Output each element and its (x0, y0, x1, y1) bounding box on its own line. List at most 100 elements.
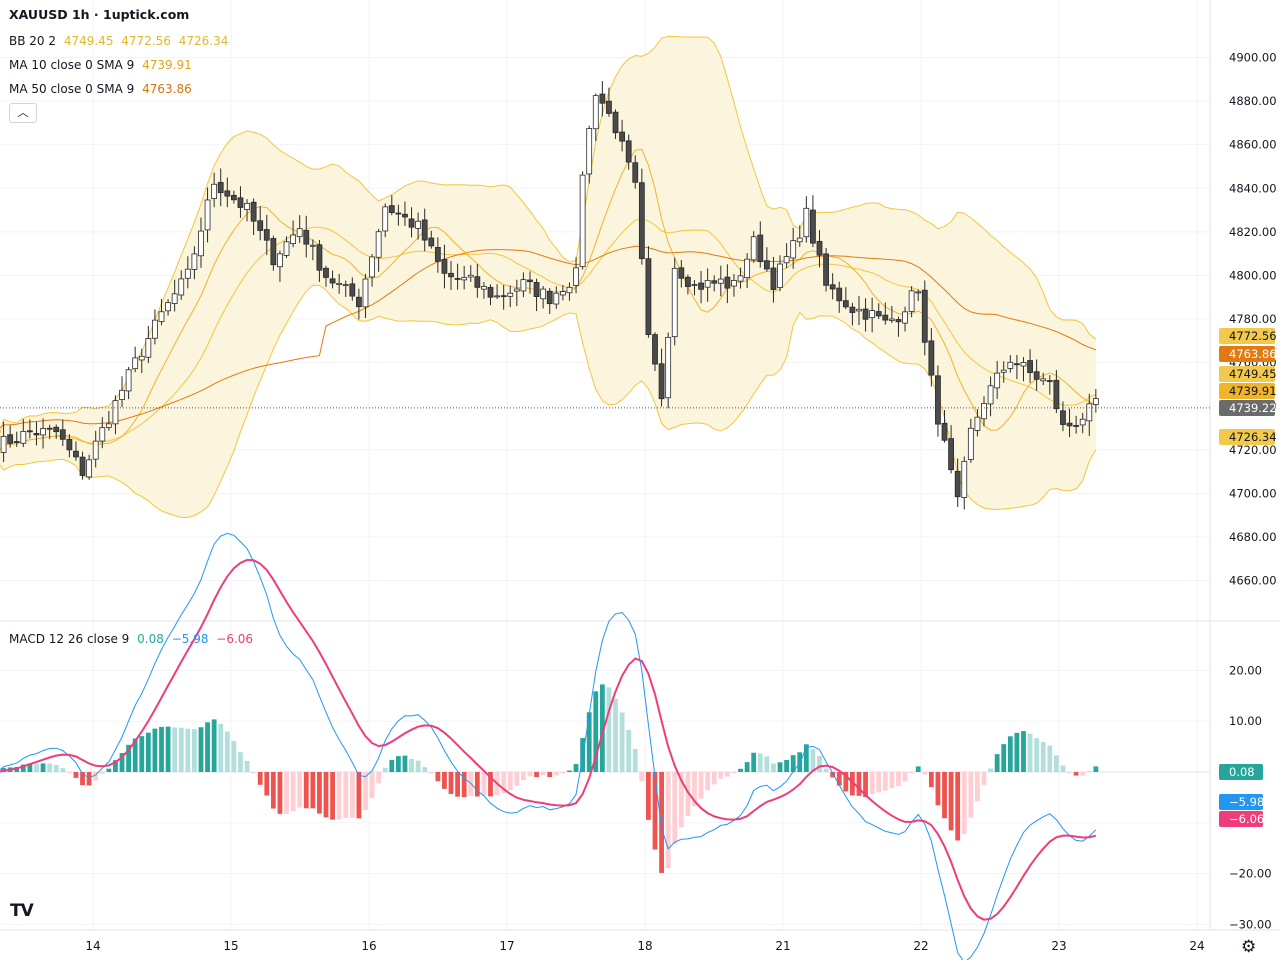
candle-body-5 (26, 430, 33, 433)
candle-body-116 (757, 234, 764, 263)
ma50-legend[interactable]: MA 50 close 0 SMA 9 4763.86 (9, 81, 192, 97)
candle-body-142 (928, 340, 935, 376)
macd-hist-bar-56 (363, 772, 368, 811)
candle-body-102 (665, 336, 672, 399)
candle-body-147 (961, 460, 968, 498)
candle-body-131 (856, 308, 862, 312)
candle-body-91 (592, 95, 599, 130)
candle-body-24 (152, 319, 158, 339)
candle-body-129 (842, 300, 849, 308)
macd-hist-bar-92 (599, 684, 605, 772)
macd-pane (0, 532, 1210, 960)
time-tick-label-15: 15 (223, 939, 238, 953)
bb-legend-label: BB 20 2 (9, 34, 56, 48)
candle-body-12 (73, 450, 79, 458)
candle-body-54 (349, 283, 356, 297)
candle-body-56 (362, 278, 369, 308)
macd-axis[interactable]: 20.00 10.00 −20.00 −30.00 0.08 −5.98 −6.06 (1219, 663, 1272, 931)
candle-body-137 (895, 319, 902, 323)
macd-hist-bar-70 (455, 772, 460, 797)
candle-body-124 (810, 209, 816, 244)
candle-body-156 (1020, 362, 1027, 367)
macd-hist-bar-153 (1001, 744, 1007, 772)
macd-hist-bar-12 (73, 772, 79, 778)
macd-hist-bar-117 (764, 756, 770, 772)
macd-hist-bar-15 (93, 772, 99, 781)
time-tick-label-23: 23 (1051, 939, 1066, 953)
candle-body-50 (323, 267, 329, 278)
macd-hist-bar-158 (1034, 738, 1040, 772)
candle-body-20 (125, 369, 132, 392)
candle-body-32 (204, 199, 211, 231)
macd-hist-bar-98 (639, 772, 645, 782)
macd-hist-bar-111 (724, 772, 730, 777)
macd-hist-bar-155 (1014, 732, 1020, 772)
macd-hist-bar-126 (823, 768, 829, 772)
macd-hist-bar-133 (869, 772, 875, 795)
candle-body-44 (283, 241, 290, 256)
candle-body-110 (717, 278, 724, 284)
time-axis[interactable]: 14 15 16 17 18 21 22 23 24 (85, 939, 1204, 953)
macd-tick-label-0: 20.00 (1229, 663, 1262, 677)
macd-hist-bar-103 (672, 772, 678, 844)
macd-hist-bar-23 (145, 732, 151, 772)
macd-hist-bar-73 (474, 772, 480, 797)
macd-hist-bar-118 (771, 763, 776, 772)
candle-body-163 (1066, 422, 1073, 427)
macd-hist-bar-74 (481, 772, 487, 796)
macd-hist-bar-83 (540, 772, 546, 776)
macd-hist-bar-68 (442, 772, 447, 789)
gear-icon[interactable]: ⚙ (1241, 937, 1257, 957)
macd-hist-bar-29 (185, 728, 191, 772)
macd-hist-bar-79 (514, 772, 520, 786)
macd-hist-bar-104 (678, 772, 684, 828)
candle-body-92 (599, 93, 606, 104)
macd-hist-bar-81 (527, 772, 533, 777)
candle-body-34 (217, 182, 224, 194)
candle-body-6 (33, 433, 40, 436)
collapse-legend-button[interactable]: ︿ (9, 103, 37, 123)
candle-body-36 (230, 194, 237, 201)
candle-body-1 (0, 435, 7, 453)
macd-hist-bar-96 (626, 730, 632, 772)
macd-hist-bar-84 (547, 772, 553, 778)
macd-hist-bar-64 (415, 760, 421, 772)
macd-legend-label: MACD 12 26 close 9 (9, 632, 130, 646)
candle-body-149 (974, 416, 981, 431)
macd-hist-bar-19 (119, 753, 125, 772)
macd-legend[interactable]: MACD 12 26 close 9 0.08 −5.98 −6.06 (9, 631, 253, 647)
candle-body-35 (224, 190, 231, 197)
price-tag-bb_basis: 4749.45 (1229, 367, 1277, 381)
candle-body-52 (336, 282, 343, 286)
candle-body-99 (645, 258, 652, 335)
macd-hist-bar-27 (172, 727, 178, 772)
macd-hist-bar-157 (1027, 733, 1033, 772)
macd-hist-bar-13 (80, 772, 85, 786)
macd-hist-bar-11 (66, 772, 72, 774)
macd-hist-bar-61 (395, 756, 401, 772)
macd-hist-bar-47 (303, 772, 309, 809)
price-tick-label-2: 4860.00 (1229, 138, 1277, 152)
candle-body-141 (921, 289, 928, 343)
moving-averages (0, 148, 1097, 451)
bollinger-bands (0, 36, 1097, 519)
price-axis[interactable]: 4900.00 4880.00 4860.00 4840.00 4820.00 4800.… (1219, 51, 1277, 588)
bb-upper-value: 4772.56 (121, 34, 171, 48)
ma10-legend[interactable]: MA 10 close 0 SMA 9 4739.91 (9, 57, 192, 73)
tradingview-logo[interactable]: TV (10, 901, 34, 921)
macd-hist-bar-37 (238, 752, 243, 772)
price-tag-bg-bb_lower (1219, 429, 1275, 445)
bb-basis-line (0, 218, 1097, 451)
macd-hist-bar-71 (461, 772, 467, 798)
bb-legend[interactable]: BB 20 2 4749.45 4772.56 4726.34 (9, 33, 228, 49)
price-tick-label-10: 4700.00 (1229, 486, 1277, 500)
macd-hist-bar-140 (915, 766, 921, 772)
macd-tag-macd: −5.98 (1229, 795, 1264, 809)
candle-body-87 (566, 286, 573, 294)
macd-hist-bar-120 (784, 759, 789, 772)
macd-hist-bar-22 (139, 736, 145, 772)
macd-hist-bar-69 (448, 772, 454, 794)
macd-hist-bar-90 (586, 712, 592, 772)
macd-hist-bar-124 (810, 749, 816, 772)
